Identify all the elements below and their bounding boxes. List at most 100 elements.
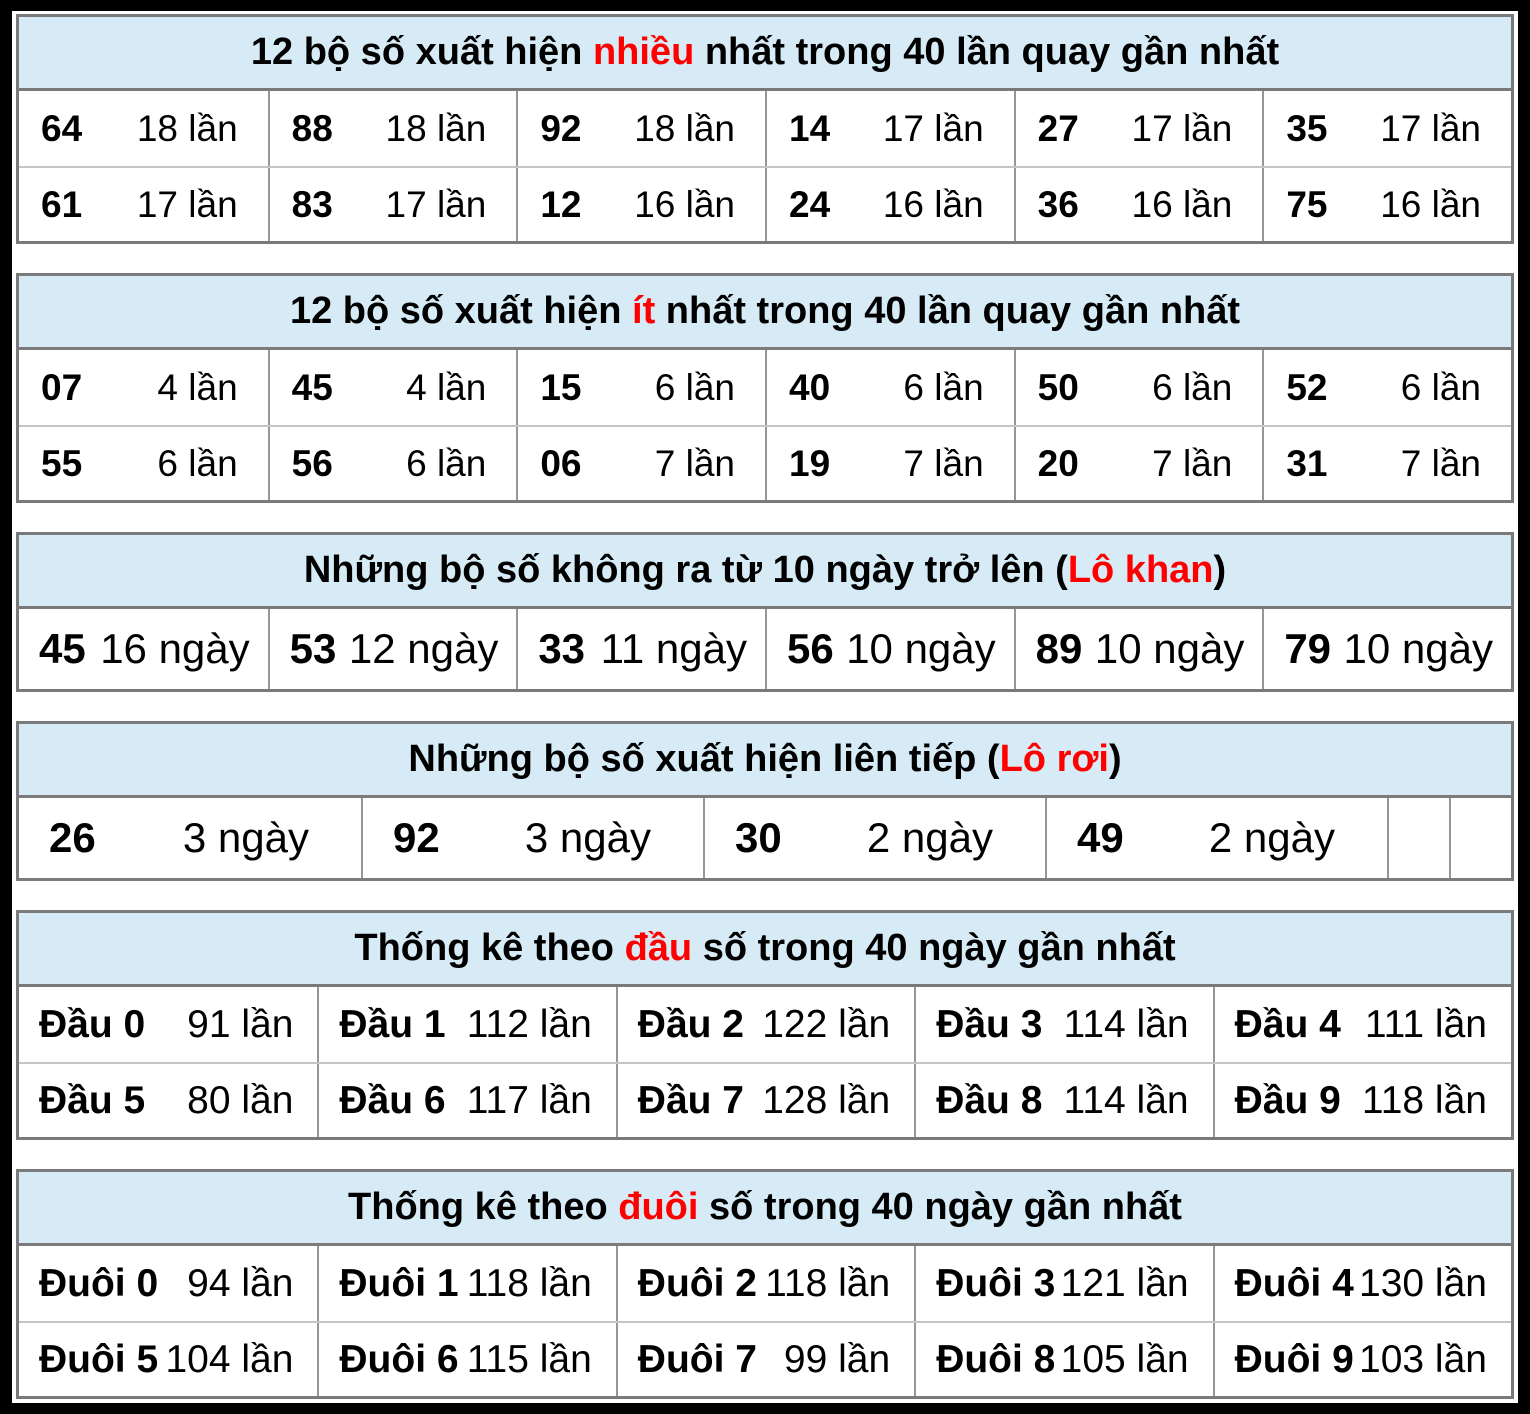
table-row: 61 17 lần 83 17 lần 12 16 lần 24 16 lần 36 16 lần… (19, 166, 1511, 241)
stat-value: 3 ngày (182, 814, 309, 861)
stat-key: Đầu 3 (936, 1002, 1043, 1046)
stat-key: 06 (540, 442, 582, 484)
table-body: 45 16 ngày 53 12 ngày 33 11 ngày 56 10 ngày 89 10… (19, 609, 1511, 689)
table-row: 26 3 ngày 92 3 ngày 30 2 ngày 49 2 ngày (19, 798, 1511, 878)
stat-cell: 61 17 lần (19, 168, 268, 241)
stat-key: 26 (49, 814, 96, 861)
stat-value: 103 lần (1359, 1337, 1487, 1381)
stat-value: 7 lần (1400, 442, 1481, 484)
stat-key: 53 (289, 625, 337, 672)
stat-cell: 06 7 lần (516, 427, 765, 500)
stat-value: 118 lần (765, 1261, 891, 1305)
stat-cell: Đầu 9 118 lần (1212, 1064, 1511, 1137)
table-most-frequent-pairs: 12 bộ số xuất hiện nhiều nhất trong 40 l… (16, 14, 1514, 244)
stat-key: 27 (1037, 107, 1079, 149)
stat-key: 50 (1037, 366, 1079, 408)
stat-cell: 52 6 lần (1262, 350, 1511, 425)
empty-cell (1387, 798, 1449, 878)
table-title-pre: 12 bộ số xuất hiện (289, 290, 633, 332)
stat-value: 118 lần (466, 1261, 592, 1305)
stat-cell: 19 7 lần (765, 427, 1014, 500)
stat-key: Đuôi 7 (637, 1337, 757, 1381)
stat-cell: Đuôi 5 104 lần (19, 1323, 317, 1396)
stat-cell: 31 7 lần (1262, 427, 1511, 500)
stat-cell: Đầu 4 111 lần (1212, 987, 1511, 1062)
stat-cell: 36 16 lần (1013, 168, 1263, 241)
stat-cell: 24 16 lần (765, 168, 1014, 241)
table-title-highlight: đuôi (618, 1186, 699, 1228)
stat-key: Đuôi 3 (936, 1261, 1056, 1305)
stat-value: 118 lần (1361, 1078, 1487, 1122)
stat-value: 114 lần (1063, 1002, 1189, 1046)
stat-cell: 75 16 lần (1262, 168, 1511, 241)
table-row: Đuôi 5 104 lần Đuôi 6 115 lần Đuôi 7 99 lần Đu… (19, 1321, 1511, 1396)
stat-value: 122 lần (762, 1002, 891, 1046)
stat-cell: 26 3 ngày (19, 798, 361, 878)
stat-cell: 20 7 lần (1013, 427, 1263, 500)
stat-value: 2 ngày (866, 814, 993, 861)
table-least-frequent-pairs: 12 bộ số xuất hiện ít nhất trong 40 lần … (16, 273, 1514, 503)
stat-value: 17 lần (136, 183, 238, 225)
stat-key: Đầu 4 (1234, 1002, 1341, 1046)
stat-value: 117 lần (466, 1078, 592, 1122)
stat-key: Đuôi 2 (637, 1261, 757, 1305)
stat-cell: Đầu 7 128 lần (615, 1064, 914, 1137)
stat-cell: Đầu 5 80 lần (19, 1064, 317, 1137)
stat-cell: 89 10 ngày (1013, 609, 1263, 689)
stat-cell: 40 6 lần (765, 350, 1014, 425)
stat-cell: 45 16 ngày (19, 609, 268, 689)
stat-key: 92 (540, 107, 582, 149)
stat-cell: 56 6 lần (267, 427, 517, 500)
stat-key: Đầu 8 (936, 1078, 1043, 1122)
stat-key: 88 (291, 107, 333, 149)
stat-cell: Đuôi 6 115 lần (317, 1323, 615, 1396)
stat-value: 18 lần (385, 107, 487, 149)
table-title-highlight: ít (632, 290, 656, 332)
stat-value: 115 lần (466, 1337, 592, 1381)
stat-key: Đầu 6 (339, 1078, 446, 1122)
table-header: 12 bộ số xuất hiện ít nhất trong 40 lần … (19, 276, 1511, 350)
stat-key: 56 (291, 442, 333, 484)
stat-cell: Đuôi 7 99 lần (615, 1323, 914, 1396)
stat-key: 15 (540, 366, 582, 408)
stat-key: 45 (39, 625, 86, 672)
stat-value: 128 lần (762, 1078, 891, 1122)
stat-value: 16 lần (1380, 183, 1481, 225)
stat-cell: 56 10 ngày (765, 609, 1014, 689)
table-body: Đuôi 0 94 lần Đuôi 1 118 lần Đuôi 2 118 lần Đu… (19, 1246, 1511, 1396)
stat-value: 6 lần (406, 442, 487, 484)
table-title-post: số trong 40 ngày gần nhất (698, 1186, 1182, 1228)
stat-cell: Đầu 1 112 lần (317, 987, 615, 1062)
stat-key: 31 (1286, 442, 1328, 484)
stat-key: Đuôi 0 (39, 1261, 159, 1305)
stat-value: 6 lần (903, 366, 984, 408)
table-row: Đầu 5 80 lần Đầu 6 117 lần Đầu 7 128 lần Đầu 8… (19, 1062, 1511, 1137)
table-body: 26 3 ngày 92 3 ngày 30 2 ngày 49 2 ngày (19, 798, 1511, 878)
table-title-post: nhất trong 40 lần quay gần nhất (655, 290, 1241, 332)
stat-cell: 14 17 lần (765, 91, 1014, 166)
stat-cell: Đuôi 3 121 lần (914, 1246, 1212, 1321)
stat-key: 12 (540, 183, 582, 225)
stat-cell: Đuôi 1 118 lần (317, 1246, 615, 1321)
content-panel: 12 bộ số xuất hiện nhiều nhất trong 40 l… (12, 11, 1518, 1403)
stat-cell: 12 16 lần (516, 168, 765, 241)
table-tail-digit-stats: Thống kê theo đuôi số trong 40 ngày gần … (16, 1169, 1514, 1399)
stat-key: 14 (789, 107, 831, 149)
table-title-post: nhất trong 40 lần quay gần nhất (694, 31, 1280, 73)
table-header: Thống kê theo đuôi số trong 40 ngày gần … (19, 1172, 1511, 1246)
table-body: 07 4 lần 45 4 lần 15 6 lần 40 6 lần 50 6 lần 52 6 l… (19, 350, 1511, 500)
stat-value: 94 lần (187, 1261, 294, 1305)
stat-value: 4 lần (406, 366, 487, 408)
table-body: 64 18 lần 88 18 lần 92 18 lần 14 17 lần 27 17 lần… (19, 91, 1511, 241)
stat-key: 24 (789, 183, 831, 225)
table-title-pre: Thống kê theo (354, 927, 625, 969)
stat-cell: 49 2 ngày (1045, 798, 1387, 878)
stat-value: 10 ngày (846, 625, 996, 672)
stat-key: Đuôi 8 (936, 1337, 1056, 1381)
stat-key: Đầu 7 (637, 1078, 744, 1122)
table-title-post: số trong 40 ngày gần nhất (692, 927, 1176, 969)
stat-value: 7 lần (1152, 442, 1233, 484)
stat-value: 121 lần (1060, 1261, 1189, 1305)
stat-key: Đầu 9 (1234, 1078, 1341, 1122)
